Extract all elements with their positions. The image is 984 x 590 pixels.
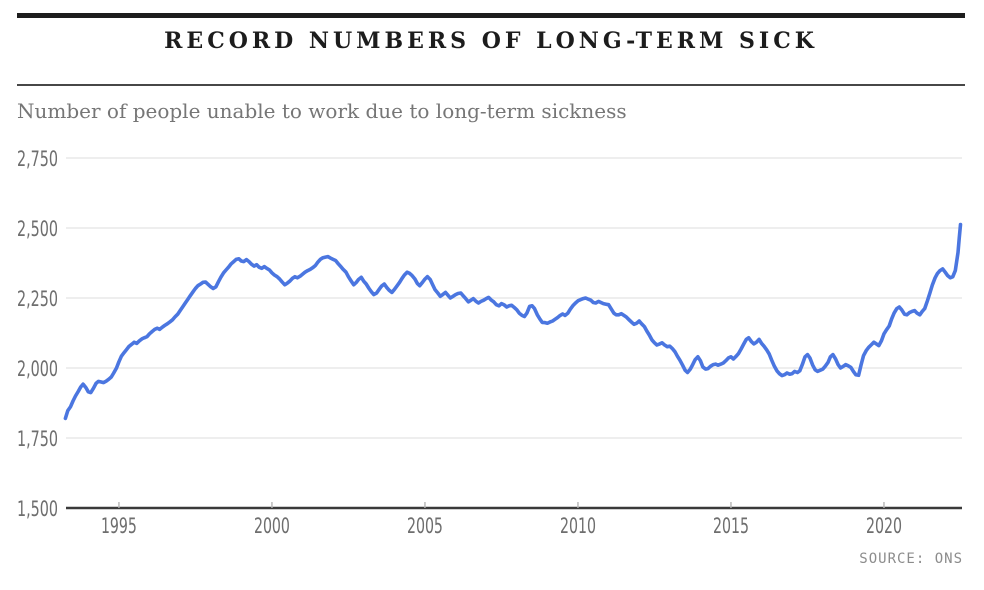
x-tick-label: 2020	[866, 514, 902, 538]
x-axis-ticks	[118, 502, 885, 508]
title-divider	[17, 84, 965, 86]
x-tick-label: 1995	[101, 514, 137, 538]
x-tick-label: 2015	[713, 514, 749, 538]
series-group	[63, 222, 963, 421]
y-tick-label: 2,250	[17, 287, 58, 311]
x-tick-label: 2005	[407, 514, 443, 538]
chart-subtitle: Number of people unable to work due to l…	[17, 99, 627, 123]
x-axis-labels: 1995 2000 2005 2010 2015 2020	[101, 514, 902, 538]
chart-title: RECORD NUMBERS OF LONG-TERM SICK	[164, 28, 818, 54]
x-tick-label: 2000	[254, 514, 290, 538]
y-tick-label: 2,750	[17, 147, 58, 171]
gridlines	[66, 157, 962, 510]
y-tick-label: 2,500	[17, 217, 58, 241]
line-series	[63, 222, 963, 421]
source-credit: SOURCE: ONS	[859, 551, 963, 567]
top-accent-bar	[17, 13, 965, 18]
x-tick-label: 2010	[560, 514, 596, 538]
y-tick-label: 1,750	[17, 427, 58, 451]
y-axis-labels: 1,500 1,750 2,000 2,250 2,500 2,750	[17, 147, 58, 521]
y-tick-label: 1,500	[17, 497, 58, 521]
y-tick-label: 2,000	[17, 357, 58, 381]
